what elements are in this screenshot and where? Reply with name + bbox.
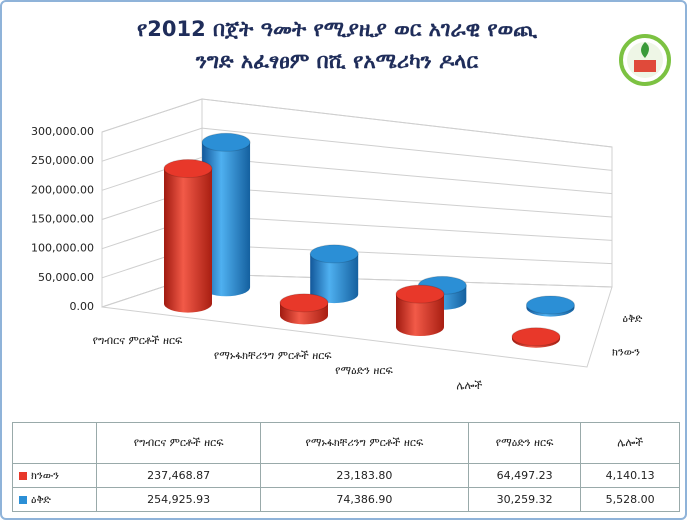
- value-cell: 4,140.13: [580, 463, 680, 488]
- cylinder: [525, 295, 575, 317]
- grid-line: [101, 156, 613, 195]
- header-cell: የግብርና ምርቶች ዘርፍ: [96, 422, 261, 464]
- value-cell: 5,528.00: [580, 487, 680, 512]
- cylinder: [511, 327, 561, 348]
- cylinder: [395, 284, 445, 337]
- y-tick-label: 150,000.00: [31, 213, 94, 226]
- bar: [310, 253, 359, 304]
- bar: [202, 142, 251, 297]
- grid-line: [101, 127, 613, 171]
- value-cell: 74,386.90: [259, 487, 469, 512]
- chart-title: ንግድ አፈፃፀም በሺ የአሜሪካን ዶላር: [195, 49, 479, 73]
- depth-label: ዕቅድ: [623, 312, 643, 325]
- legend-cell: ዕቅድ: [11, 487, 98, 512]
- y-tick-label: 200,000.00: [31, 183, 94, 196]
- x-tick-label: የማኑፋክቸሪንግ ምርቶች ዘርፍ: [213, 348, 332, 362]
- table-header: የግብርና ምርቶች ዘርፍ የማኑፋክቸሪንግ ምርቶች ዘርፍ የማዕድን ዘር…: [11, 422, 680, 464]
- chart: የ2012 በጀት ዓመት የሚያዚያ ወር አገራዊ የወጪ ንግድ አፈፃፀ…: [31, 17, 671, 368]
- x-tick-label: የማዕድን ዘርፍ: [335, 363, 393, 377]
- value-cell: 254,925.93: [96, 487, 261, 512]
- chart-title: የ2012 በጀት ዓመት የሚያዚያ ወር አገራዊ የወጪ: [137, 17, 537, 41]
- table-row: ክንውን 237,468.87 23,183.80 64,497.23 4,140.13: [11, 463, 680, 488]
- cylinder: [163, 159, 213, 313]
- y-tick-label: 50,000.00: [38, 271, 94, 284]
- y-tick-label: 300,000.00: [31, 125, 94, 138]
- cylinder: [201, 132, 251, 297]
- header-cell: ሌሎች: [580, 422, 680, 464]
- bar-top: [309, 244, 359, 264]
- corner-cell: [11, 422, 98, 464]
- table-row: ዕቅድ 254,925.93 74,386.90 30,259.32 5,528.00: [11, 487, 680, 512]
- header-cell: የማኑፋክቸሪንግ ምርቶች ዘርፍ: [259, 422, 469, 464]
- legend-cell: ክንውን: [11, 463, 98, 488]
- depth-label: ክንውን: [612, 346, 640, 359]
- bar-top: [395, 284, 445, 304]
- cylinder: [309, 244, 359, 304]
- value-cell: 30,259.32: [467, 487, 582, 512]
- grid-line: [101, 98, 613, 148]
- legend-swatch: [19, 495, 27, 504]
- bar-top: [525, 295, 575, 315]
- y-tick-label: 100,000.00: [31, 242, 94, 255]
- value-cell: 23,183.80: [259, 463, 469, 488]
- y-tick-label: 250,000.00: [31, 154, 94, 167]
- x-tick-label: የግብርና ምርቶች ዘርፍ: [92, 333, 183, 347]
- legend-label: ክንውን: [31, 468, 60, 482]
- cylinder: [279, 293, 329, 325]
- bar-top: [163, 159, 213, 179]
- value-cell: 64,497.23: [467, 463, 582, 488]
- bar: [164, 168, 212, 313]
- legend-swatch: [19, 471, 27, 480]
- x-tick-label: ሌሎች: [456, 378, 483, 392]
- bar: [396, 294, 444, 337]
- bar-top: [511, 327, 561, 347]
- bar-top: [279, 293, 329, 313]
- value-cell: 237,468.87: [96, 463, 261, 488]
- back-wall: [201, 98, 613, 288]
- data-table: የግብርና ምርቶች ዘርፍ የማኑፋክቸሪንግ ምርቶች ዘርፍ የማዕድን ዘር…: [11, 422, 680, 512]
- logo: [619, 34, 671, 86]
- y-tick-label: 0.00: [70, 300, 95, 313]
- bar-top: [201, 132, 251, 152]
- header-cell: የማዕድን ዘርፍ: [467, 422, 582, 464]
- legend-label: ዕቅድ: [31, 492, 51, 506]
